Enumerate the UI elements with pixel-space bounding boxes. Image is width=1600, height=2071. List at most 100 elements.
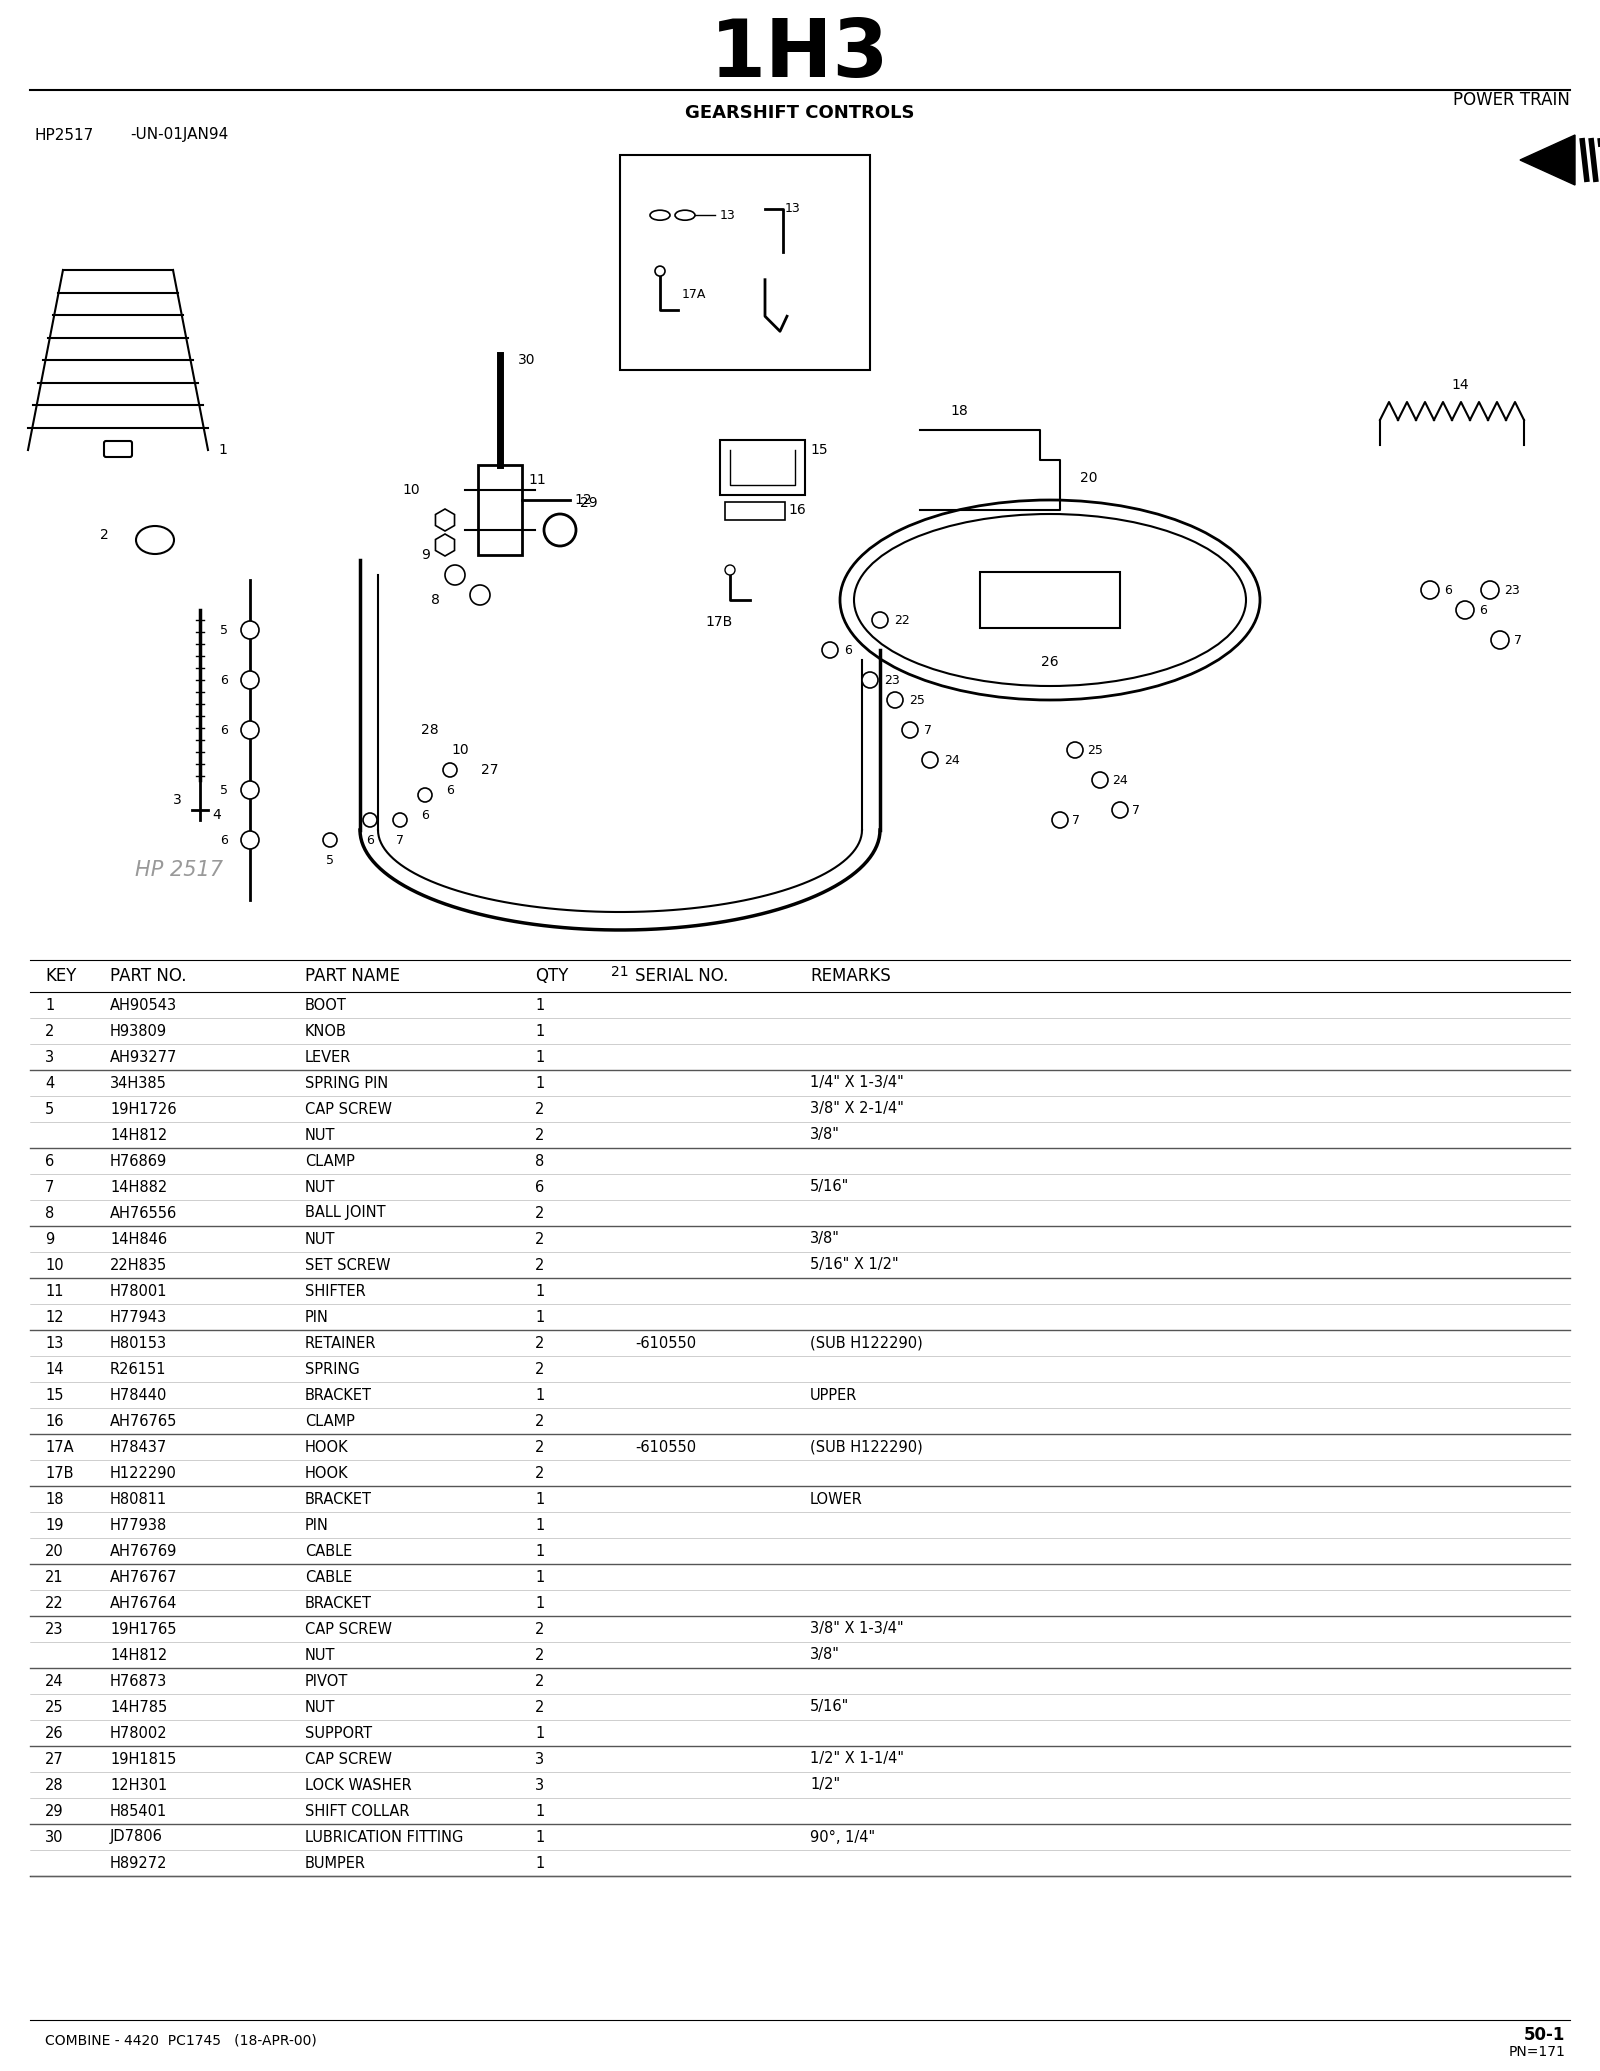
Text: 1: 1 <box>534 1804 544 1818</box>
Text: 21: 21 <box>611 965 629 980</box>
Text: 1: 1 <box>534 1309 544 1325</box>
Text: 10: 10 <box>45 1257 64 1272</box>
Text: H93809: H93809 <box>110 1023 166 1038</box>
Circle shape <box>323 833 338 847</box>
Text: 2: 2 <box>534 1336 544 1350</box>
Text: 15: 15 <box>45 1388 64 1402</box>
Text: 22: 22 <box>45 1595 64 1611</box>
Text: 19: 19 <box>45 1518 64 1533</box>
Text: 3: 3 <box>173 793 182 808</box>
Text: 6: 6 <box>45 1154 54 1168</box>
Text: 5/16": 5/16" <box>810 1180 850 1195</box>
Text: AH76767: AH76767 <box>110 1570 178 1584</box>
Text: 34H385: 34H385 <box>110 1075 166 1091</box>
Text: 8: 8 <box>45 1205 54 1220</box>
Text: 2: 2 <box>534 1649 544 1663</box>
Text: UPPER: UPPER <box>810 1388 858 1402</box>
Text: 1: 1 <box>45 998 54 1013</box>
Text: 14H882: 14H882 <box>110 1180 168 1195</box>
Text: 18: 18 <box>45 1491 64 1506</box>
Text: AH76769: AH76769 <box>110 1543 178 1559</box>
Circle shape <box>418 787 432 801</box>
Text: 2: 2 <box>99 528 109 543</box>
Text: CAP SCREW: CAP SCREW <box>306 1102 392 1116</box>
Text: (SUB H122290): (SUB H122290) <box>810 1439 923 1454</box>
Circle shape <box>1482 582 1499 599</box>
Text: 1: 1 <box>218 443 227 458</box>
Text: 2: 2 <box>534 1466 544 1481</box>
Text: 22: 22 <box>894 613 910 628</box>
Text: 6: 6 <box>1478 603 1486 617</box>
Text: NUT: NUT <box>306 1649 336 1663</box>
Text: CAP SCREW: CAP SCREW <box>306 1752 392 1767</box>
Bar <box>720 439 805 495</box>
Text: R26151: R26151 <box>110 1361 166 1377</box>
Text: 14H785: 14H785 <box>110 1700 168 1715</box>
Ellipse shape <box>840 499 1261 700</box>
Text: 3/8" X 2-1/4": 3/8" X 2-1/4" <box>810 1102 904 1116</box>
Circle shape <box>470 584 490 605</box>
Text: 1: 1 <box>534 1050 544 1064</box>
Text: 6: 6 <box>221 673 229 686</box>
Text: 2: 2 <box>534 1673 544 1688</box>
Circle shape <box>822 642 838 659</box>
Text: 25: 25 <box>45 1700 64 1715</box>
Text: AH76765: AH76765 <box>110 1414 178 1429</box>
Text: 3: 3 <box>534 1752 544 1767</box>
Circle shape <box>922 752 938 768</box>
Circle shape <box>1091 772 1107 787</box>
Circle shape <box>654 265 666 275</box>
Text: NUT: NUT <box>306 1700 336 1715</box>
Text: 4: 4 <box>211 808 221 822</box>
Text: 5/16": 5/16" <box>810 1700 850 1715</box>
Text: 10: 10 <box>402 483 419 497</box>
Bar <box>725 501 786 520</box>
Text: H122290: H122290 <box>110 1466 178 1481</box>
Text: 90°, 1/4": 90°, 1/4" <box>810 1829 875 1845</box>
Circle shape <box>1421 582 1438 599</box>
Text: 5/16" X 1/2": 5/16" X 1/2" <box>810 1257 899 1272</box>
Text: AH90543: AH90543 <box>110 998 178 1013</box>
Text: AH76764: AH76764 <box>110 1595 178 1611</box>
Text: 1/4" X 1-3/4": 1/4" X 1-3/4" <box>810 1075 904 1091</box>
Text: NUT: NUT <box>306 1127 336 1143</box>
Text: 6: 6 <box>366 835 374 847</box>
Polygon shape <box>435 509 454 530</box>
Circle shape <box>443 762 458 777</box>
Text: PN=171: PN=171 <box>1509 2044 1565 2059</box>
Text: COMBINE - 4420  PC1745   (18-APR-00): COMBINE - 4420 PC1745 (18-APR-00) <box>45 2034 317 2046</box>
Text: LOWER: LOWER <box>810 1491 862 1506</box>
Text: 2: 2 <box>534 1232 544 1247</box>
Text: 14: 14 <box>1451 379 1469 391</box>
Text: PIN: PIN <box>306 1518 330 1533</box>
Text: 17A: 17A <box>682 288 706 300</box>
Circle shape <box>242 721 259 739</box>
Text: 2: 2 <box>534 1361 544 1377</box>
Text: JD7806: JD7806 <box>110 1829 163 1845</box>
Text: 3/8" X 1-3/4": 3/8" X 1-3/4" <box>810 1622 904 1636</box>
Text: 17B: 17B <box>45 1466 74 1481</box>
Text: REMARKS: REMARKS <box>810 967 891 986</box>
Text: 18: 18 <box>950 404 968 418</box>
Text: 3/8": 3/8" <box>810 1127 840 1143</box>
Text: 20: 20 <box>45 1543 64 1559</box>
Text: 22H835: 22H835 <box>110 1257 168 1272</box>
Text: 1: 1 <box>534 1570 544 1584</box>
Text: 5: 5 <box>45 1102 54 1116</box>
Text: 23: 23 <box>1504 584 1520 596</box>
Ellipse shape <box>675 209 694 220</box>
Text: 12: 12 <box>45 1309 64 1325</box>
Text: 14H812: 14H812 <box>110 1649 168 1663</box>
Polygon shape <box>1520 135 1574 184</box>
Text: 5: 5 <box>221 783 229 797</box>
Text: NUT: NUT <box>306 1180 336 1195</box>
Text: SUPPORT: SUPPORT <box>306 1725 373 1740</box>
Text: 17B: 17B <box>706 615 733 630</box>
Text: 14: 14 <box>45 1361 64 1377</box>
Text: 5: 5 <box>326 853 334 868</box>
Text: 2: 2 <box>534 1439 544 1454</box>
FancyBboxPatch shape <box>104 441 131 458</box>
Text: 1: 1 <box>534 1075 544 1091</box>
Text: 1: 1 <box>534 1023 544 1038</box>
Text: H77938: H77938 <box>110 1518 168 1533</box>
